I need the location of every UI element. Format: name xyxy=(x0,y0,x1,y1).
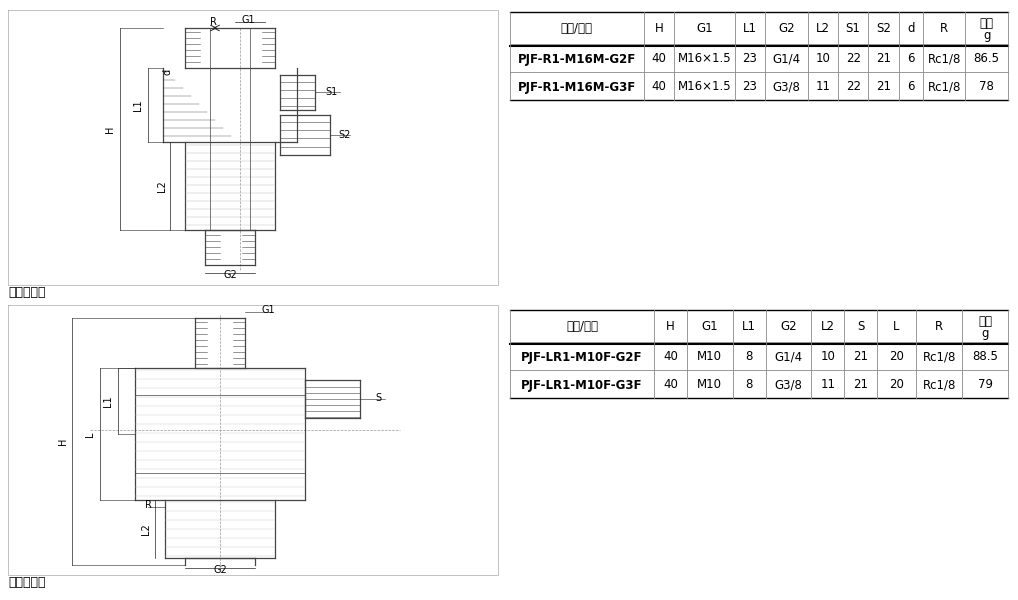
Text: 86.5: 86.5 xyxy=(974,52,1000,65)
Text: 22: 22 xyxy=(846,80,860,94)
Text: 21: 21 xyxy=(876,52,891,65)
Text: 单重: 单重 xyxy=(979,17,994,29)
Text: 88.5: 88.5 xyxy=(972,350,998,364)
Text: G3/8: G3/8 xyxy=(775,379,802,391)
Text: Rc1/8: Rc1/8 xyxy=(922,379,956,391)
Text: 6: 6 xyxy=(907,80,914,94)
Text: 79: 79 xyxy=(977,379,993,391)
Text: S: S xyxy=(857,319,864,332)
Text: d: d xyxy=(163,69,173,75)
Text: Rc1/8: Rc1/8 xyxy=(927,52,961,65)
Text: L2: L2 xyxy=(821,319,835,332)
Text: G2: G2 xyxy=(213,565,227,575)
Text: 单重: 单重 xyxy=(978,314,993,328)
Text: 20: 20 xyxy=(889,379,904,391)
Text: g: g xyxy=(981,326,988,340)
Text: 10: 10 xyxy=(821,350,835,364)
Text: 11: 11 xyxy=(815,80,831,94)
Text: G1: G1 xyxy=(696,22,713,34)
Text: PJF-R1-M16M-G3F: PJF-R1-M16M-G3F xyxy=(518,80,636,94)
Text: d: d xyxy=(907,22,914,34)
Text: R: R xyxy=(936,319,944,332)
Text: PJF-R1-M16M-G2F: PJF-R1-M16M-G2F xyxy=(518,52,636,65)
Text: L2: L2 xyxy=(142,523,151,535)
Text: 40: 40 xyxy=(652,80,666,94)
Text: M10: M10 xyxy=(697,379,723,391)
Text: 垂直内螺纹: 垂直内螺纹 xyxy=(8,286,46,298)
Text: G2: G2 xyxy=(780,319,797,332)
Text: G1/4: G1/4 xyxy=(775,350,802,364)
Text: H: H xyxy=(58,437,68,445)
Text: S1: S1 xyxy=(846,22,860,34)
Text: 23: 23 xyxy=(742,80,757,94)
Text: M10: M10 xyxy=(697,350,723,364)
Text: G1: G1 xyxy=(241,15,254,25)
Text: 10: 10 xyxy=(815,52,831,65)
Text: PJF-LR1-M10F-G2F: PJF-LR1-M10F-G2F xyxy=(521,350,642,364)
Text: 40: 40 xyxy=(663,350,678,364)
Text: 21: 21 xyxy=(876,80,891,94)
Text: Rc1/8: Rc1/8 xyxy=(922,350,956,364)
Text: 20: 20 xyxy=(889,350,904,364)
Text: L2: L2 xyxy=(815,22,830,34)
Text: 8: 8 xyxy=(745,379,753,391)
Text: S2: S2 xyxy=(876,22,891,34)
Text: Rc1/8: Rc1/8 xyxy=(927,80,961,94)
Text: L: L xyxy=(84,431,95,437)
Text: 11: 11 xyxy=(821,379,836,391)
Text: L1: L1 xyxy=(742,319,756,332)
Text: R: R xyxy=(210,17,217,27)
Text: L2: L2 xyxy=(157,180,167,192)
Text: R: R xyxy=(145,500,152,510)
Text: 21: 21 xyxy=(853,379,868,391)
Text: g: g xyxy=(983,29,991,41)
Text: 6: 6 xyxy=(907,52,914,65)
Text: L1: L1 xyxy=(133,99,143,111)
Text: H: H xyxy=(655,22,663,34)
Text: L1: L1 xyxy=(743,22,757,34)
Text: 8: 8 xyxy=(745,350,753,364)
Text: 40: 40 xyxy=(652,52,666,65)
Text: H: H xyxy=(666,319,675,332)
Text: PJF-LR1-M10F-G3F: PJF-LR1-M10F-G3F xyxy=(521,379,642,391)
Text: R: R xyxy=(941,22,949,34)
Text: G1/4: G1/4 xyxy=(773,52,800,65)
Text: M16×1.5: M16×1.5 xyxy=(678,80,731,94)
Text: G3/8: G3/8 xyxy=(773,80,800,94)
Text: L: L xyxy=(894,319,900,332)
Text: 40: 40 xyxy=(663,379,678,391)
Text: 型号/尺寸: 型号/尺寸 xyxy=(561,22,592,34)
Text: G1: G1 xyxy=(701,319,718,332)
Text: 水平内螺纹: 水平内螺纹 xyxy=(8,575,46,589)
Text: 21: 21 xyxy=(853,350,868,364)
Text: G2: G2 xyxy=(223,270,237,280)
Text: S: S xyxy=(375,393,381,403)
Text: G1: G1 xyxy=(262,305,276,315)
Text: 78: 78 xyxy=(979,80,995,94)
Text: H: H xyxy=(105,125,115,133)
Text: M16×1.5: M16×1.5 xyxy=(678,52,731,65)
Text: 22: 22 xyxy=(846,52,860,65)
Text: G2: G2 xyxy=(778,22,795,34)
Text: 型号/尺寸: 型号/尺寸 xyxy=(566,319,599,332)
Text: S2: S2 xyxy=(338,130,350,140)
Text: S1: S1 xyxy=(325,87,337,97)
Text: 23: 23 xyxy=(742,52,757,65)
Text: L1: L1 xyxy=(103,395,113,407)
